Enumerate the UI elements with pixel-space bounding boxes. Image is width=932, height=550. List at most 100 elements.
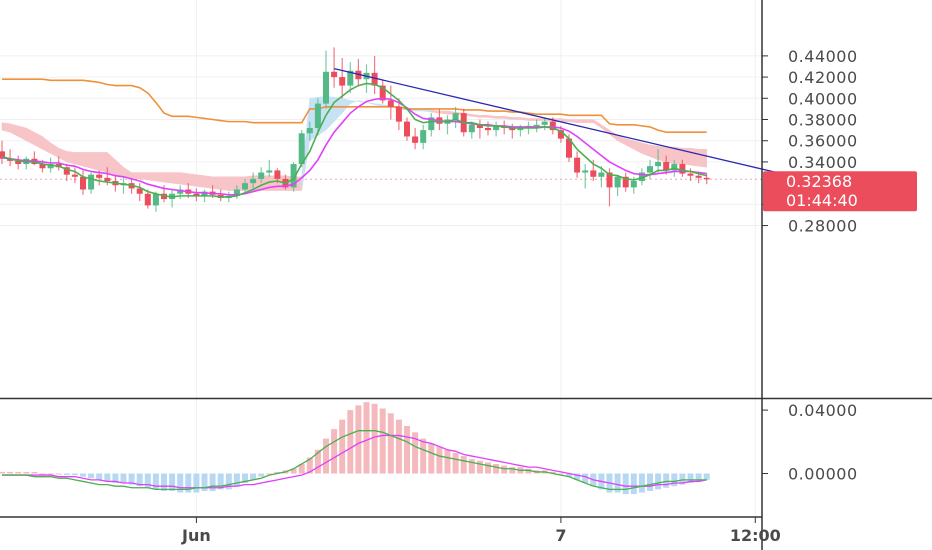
cloud-segment — [147, 172, 157, 182]
macd-histogram-bar — [525, 468, 532, 474]
candle-body — [306, 127, 313, 134]
cloud-segment — [220, 176, 230, 191]
candle — [331, 47, 338, 88]
cloud-segment — [90, 152, 100, 171]
candle — [258, 167, 265, 184]
candle-body — [541, 121, 548, 125]
cloud-segment — [698, 148, 707, 168]
candle-body — [549, 121, 556, 131]
candle — [193, 188, 200, 202]
macd-histogram-bar — [444, 449, 451, 474]
trendline-drawing[interactable] — [333, 67, 805, 180]
macd-histogram-bar — [112, 473, 119, 484]
candle — [395, 98, 402, 131]
cloud-segment — [576, 119, 586, 123]
cloud-segment — [196, 174, 205, 188]
macd-histogram-bar — [0, 471, 5, 474]
price-axis-ticks: 0.44000 0.42000 0.40000 0.38000 0.36000 0.340… — [762, 47, 858, 484]
candle-body — [339, 77, 346, 86]
macd-histogram-bar — [266, 473, 273, 475]
candle-body — [428, 117, 435, 131]
candle — [15, 155, 22, 170]
candle — [88, 172, 95, 194]
candle-body — [557, 130, 564, 139]
candle — [290, 161, 297, 192]
candle — [0, 140, 5, 165]
cloud-segment — [74, 152, 84, 167]
cloud-segment — [625, 138, 635, 150]
candle — [23, 156, 30, 170]
cloud-segment — [107, 151, 116, 175]
macd-histogram-bar — [136, 473, 143, 487]
cloud-segment — [358, 100, 367, 103]
macd-histogram-bar — [193, 473, 200, 493]
candle — [679, 159, 686, 177]
candle — [574, 151, 581, 178]
cloud-segment — [649, 144, 659, 161]
y-tick-label: 0.40000 — [788, 89, 858, 108]
macd-histogram-bar — [96, 473, 103, 480]
candle-body — [468, 124, 475, 133]
candle-body — [671, 164, 678, 171]
cloud-segment — [163, 172, 173, 184]
macd-histogram-bar — [306, 457, 313, 474]
trendline — [333, 67, 805, 180]
candle-body — [574, 157, 581, 173]
candle-body — [590, 170, 597, 177]
macd-histogram-bar — [185, 473, 192, 493]
macd-histogram-bar — [15, 471, 22, 474]
candle — [420, 124, 427, 150]
macd-histogram-bar — [671, 473, 678, 487]
macd-histogram-bar — [387, 413, 394, 474]
macd-histogram-bar — [23, 471, 30, 474]
macd-histogram-bar — [493, 463, 500, 474]
candle-body — [7, 158, 14, 161]
macd-histogram-bar — [80, 473, 86, 477]
macd-histogram-bar — [177, 473, 184, 493]
candle-body — [144, 193, 151, 206]
candle — [412, 127, 419, 150]
candle — [363, 64, 370, 93]
macd-histogram-bar — [622, 473, 629, 495]
macd-histogram-bar — [258, 473, 265, 477]
macd-histogram-bar — [88, 473, 95, 479]
y-tick-label: 0.36000 — [788, 132, 858, 151]
macd-histogram-bar — [363, 402, 370, 474]
macd-histogram-bar — [323, 438, 329, 474]
macd-histogram-bar — [7, 471, 14, 474]
macd-histogram-bar — [347, 410, 354, 474]
cloud-segment — [487, 114, 497, 119]
candle-body — [622, 176, 629, 188]
cloud-segment — [641, 142, 651, 157]
candle-body — [15, 160, 22, 165]
candle-body — [493, 125, 500, 131]
candle-body — [614, 176, 621, 188]
candle — [655, 149, 662, 173]
cloud-segment — [495, 116, 505, 119]
macd-histogram-bar — [274, 471, 281, 474]
candle-body — [233, 189, 240, 196]
candle — [177, 185, 184, 200]
candle — [80, 170, 86, 195]
x-tick-label: 12:00 — [730, 526, 781, 545]
cloud-segment — [66, 151, 76, 165]
candle-body — [630, 181, 637, 188]
candle-body — [347, 70, 354, 86]
candle-body — [695, 175, 702, 178]
cloud-segment — [82, 152, 92, 169]
macd-histogram-bar — [420, 438, 427, 474]
candle — [387, 85, 394, 120]
candle — [266, 159, 273, 177]
ema-slow-line — [1, 97, 707, 196]
candle — [136, 183, 143, 202]
candle — [404, 117, 410, 141]
candle — [306, 121, 313, 141]
candle-body — [582, 170, 589, 173]
candle — [582, 164, 589, 189]
candle — [233, 185, 240, 200]
candle-body — [201, 191, 208, 196]
last-price-tag: 0.32368 01:44:40 — [763, 171, 917, 212]
candle — [485, 121, 491, 136]
macd-histogram-bar — [217, 473, 224, 490]
